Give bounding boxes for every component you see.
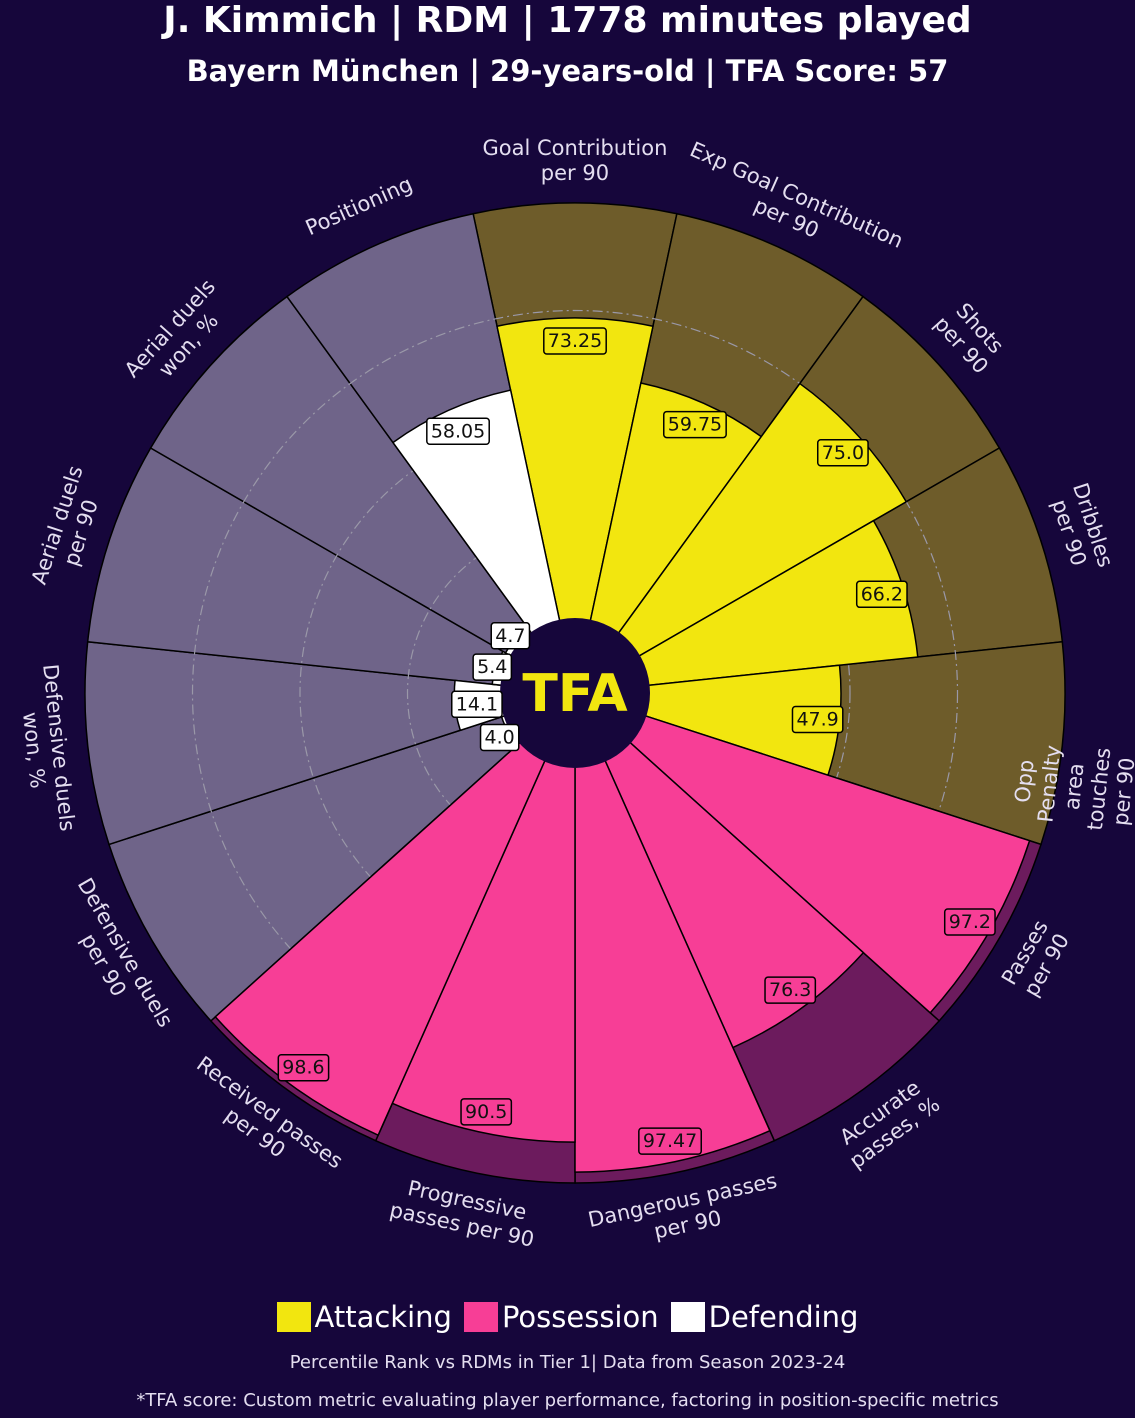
value-label-text: 97.47: [643, 1130, 697, 1152]
value-label: 59.75: [663, 410, 727, 439]
value-label-text: 4.7: [495, 625, 525, 647]
legend: Attacking Possession Defending: [0, 1300, 1135, 1334]
value-label: 66.2: [855, 580, 908, 609]
value-label-text: 4.0: [485, 727, 515, 749]
value-label-box: [943, 908, 996, 936]
value-label: 4.7: [490, 622, 531, 650]
value-label-box: [791, 705, 844, 734]
center-logo: TFA: [522, 664, 627, 724]
value-label-box: [855, 580, 908, 609]
value-label-box: [479, 723, 520, 752]
value-label-text: 98.6: [282, 1057, 324, 1079]
legend-item: Defending: [670, 1300, 859, 1334]
legend-label: Possession: [501, 1300, 659, 1334]
value-label-box: [663, 410, 727, 439]
legend-swatch: [670, 1302, 705, 1332]
value-label: 4.0: [479, 723, 520, 752]
slice: [574, 692, 771, 1173]
value-label: 73.25: [543, 327, 607, 355]
slice: [496, 317, 654, 694]
center-circle: [500, 618, 650, 768]
legend-item: Possession: [463, 1300, 659, 1334]
value-label-box: [490, 622, 531, 650]
value-label: 58.05: [426, 417, 490, 446]
value-label-text: 5.4: [477, 656, 507, 678]
value-label-text: 90.5: [465, 1101, 507, 1123]
param-label: Goal Contribution per 90: [482, 136, 668, 185]
chart-subtitle: Bayern München | 29-years-old | TFA Scor…: [186, 54, 949, 88]
value-label: 5.4: [472, 653, 513, 681]
value-label-text: 76.3: [769, 979, 811, 1001]
value-label-box: [764, 976, 817, 1004]
slice: [391, 389, 576, 694]
value-label: 75.0: [816, 439, 869, 467]
value-label: 47.9: [791, 705, 844, 734]
value-label-box: [460, 1098, 513, 1126]
value-label: 90.5: [460, 1098, 513, 1126]
value-label-text: 66.2: [861, 583, 903, 605]
value-label-box: [543, 327, 607, 355]
value-label: 14.1: [451, 690, 503, 719]
value-label-text: 75.0: [822, 442, 864, 464]
legend-swatch: [276, 1302, 311, 1332]
legend-label: Defending: [708, 1300, 859, 1334]
value-label-box: [638, 1127, 702, 1155]
footnote: *TFA score: Custom metric evaluating pla…: [136, 1390, 999, 1411]
value-label-text: 73.25: [548, 330, 602, 352]
legend-label: Attacking: [314, 1300, 452, 1334]
value-label-text: 97.2: [949, 911, 991, 933]
value-label-text: 14.1: [456, 693, 498, 715]
legend-item: Attacking: [276, 1300, 452, 1334]
value-label-text: 47.9: [796, 709, 838, 731]
value-label-box: [277, 1053, 330, 1082]
value-label-box: [816, 439, 869, 467]
value-label: 98.6: [277, 1053, 330, 1082]
value-label: 97.47: [638, 1127, 702, 1155]
value-label-box: [426, 417, 490, 446]
value-label-text: 58.05: [431, 420, 485, 442]
param-label: Opp Penalty area touches per 90: [1009, 743, 1135, 832]
value-label-box: [451, 690, 503, 719]
value-label-box: [472, 653, 513, 681]
value-label: 97.2: [943, 908, 996, 936]
slice: [214, 692, 576, 1137]
legend-swatch: [463, 1302, 498, 1332]
chart-title: J. Kimmich | RDM | 1778 minutes played: [163, 0, 972, 41]
value-label-text: 59.75: [668, 414, 722, 436]
footnote: Percentile Rank vs RDMs in Tier 1| Data …: [289, 1352, 846, 1373]
slice: [574, 692, 1031, 1014]
value-label: 76.3: [764, 976, 817, 1004]
